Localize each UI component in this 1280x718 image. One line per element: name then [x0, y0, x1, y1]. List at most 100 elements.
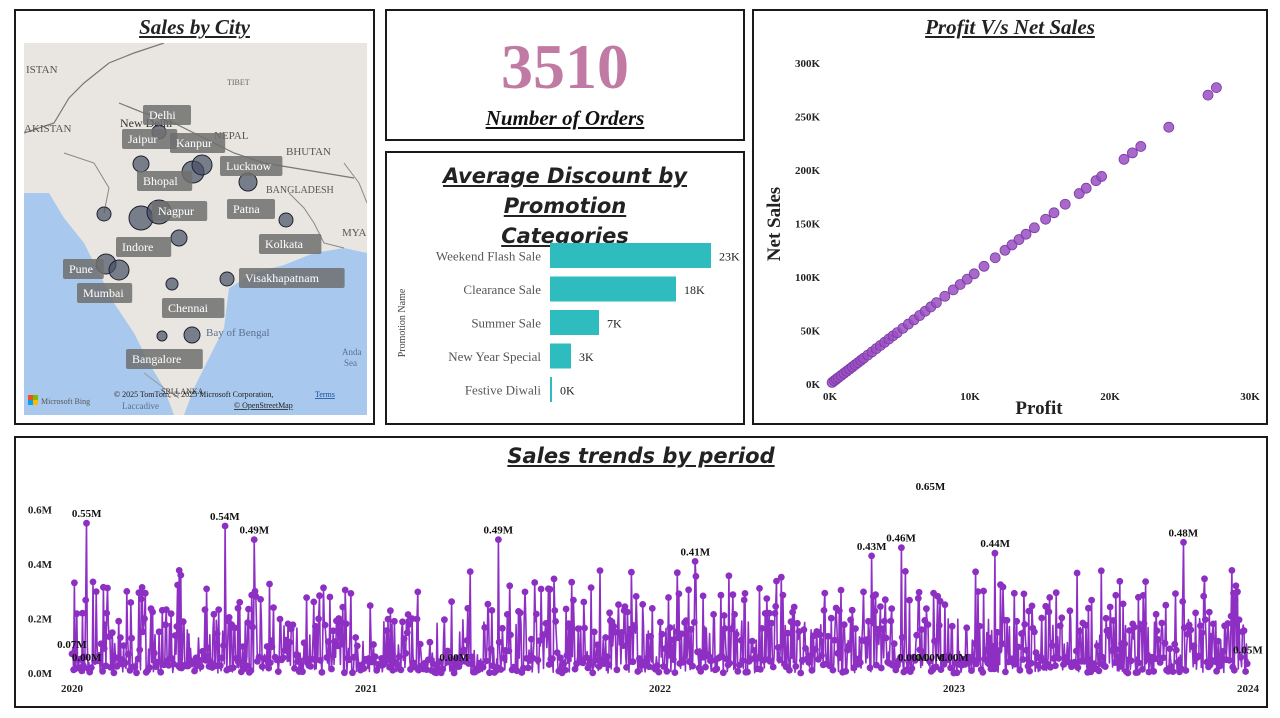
series-point — [1192, 609, 1199, 617]
series-point — [691, 558, 699, 565]
series-point — [772, 603, 780, 610]
series-point — [258, 663, 266, 670]
series-point — [995, 647, 1003, 655]
y-tick-label: 250K — [795, 112, 821, 124]
city-bubble[interactable] — [278, 212, 294, 228]
series-point — [92, 588, 100, 595]
series-point — [112, 654, 119, 662]
city-label: Kolkata — [265, 237, 304, 251]
city-bubble[interactable] — [165, 277, 179, 291]
city-label: Patna — [233, 202, 260, 216]
city-label-bg — [239, 268, 345, 288]
series-point — [391, 617, 398, 625]
series-point — [550, 575, 558, 583]
terms-link[interactable]: Terms — [315, 390, 335, 399]
series-point — [506, 582, 514, 590]
series-point — [321, 621, 329, 629]
scatter-point — [1059, 198, 1071, 210]
scatter-point — [1040, 213, 1052, 225]
series-point — [141, 589, 149, 597]
series-point — [1021, 621, 1029, 628]
series-point — [1113, 646, 1120, 653]
series-point — [1018, 630, 1025, 637]
series-point — [729, 591, 737, 599]
series-point — [96, 652, 103, 659]
city-label-bg — [227, 199, 275, 219]
series-point — [690, 618, 698, 626]
y-tick-label: 0.0M — [28, 668, 53, 680]
city-bubble[interactable] — [96, 206, 112, 222]
scatter-point — [930, 297, 942, 309]
profit-net-sales-scatter: 0K 50K 100K 150K 200K 250K 300K 0K 10K 20K 30K Prof… — [764, 58, 1260, 419]
series-point — [1014, 643, 1022, 651]
series-point — [1124, 669, 1132, 677]
series-point — [777, 573, 785, 581]
series-point — [748, 637, 756, 645]
series-point — [905, 658, 913, 665]
series-point — [1187, 626, 1195, 634]
x-tick-label: 0K — [823, 391, 838, 403]
city-bubble[interactable] — [108, 259, 130, 281]
series-point — [570, 596, 577, 604]
series-point — [245, 605, 252, 613]
series-point — [848, 606, 856, 614]
series-point — [239, 643, 247, 650]
series-point — [110, 669, 118, 677]
series-point — [266, 580, 273, 588]
city-bubble[interactable] — [183, 326, 201, 344]
osm-link[interactable]: © OpenStreetMap — [234, 401, 293, 410]
series-point — [1042, 602, 1050, 610]
series-point — [1081, 658, 1088, 665]
city-map[interactable]: ISTAN AKISTAN TIBET NEPAL BHUTAN BANGLAD… — [24, 43, 367, 415]
series-point — [1237, 653, 1245, 661]
series-point — [974, 588, 982, 595]
series-point — [811, 646, 819, 653]
series-point — [982, 646, 990, 654]
series-point — [937, 666, 945, 673]
series-point — [945, 652, 953, 659]
series-point — [173, 623, 181, 630]
series-point — [1052, 662, 1059, 670]
series-point — [1164, 668, 1172, 675]
series-point — [310, 598, 318, 606]
series-point — [914, 594, 922, 602]
series-point — [1106, 603, 1114, 611]
series-point — [545, 661, 553, 668]
city-bubble[interactable] — [191, 154, 213, 176]
city-label-bg — [116, 237, 172, 257]
series-point — [1034, 661, 1041, 669]
series-point — [286, 638, 293, 646]
series-point — [463, 637, 471, 644]
series-point — [694, 648, 701, 656]
series-point — [157, 668, 165, 676]
x-tick-label: 2020 — [61, 683, 84, 695]
y-tick-label: 200K — [795, 165, 821, 177]
series-point — [829, 666, 837, 674]
city-bubble[interactable] — [170, 229, 188, 247]
series-point — [918, 626, 925, 633]
series-point — [602, 634, 609, 641]
series-point — [303, 594, 310, 601]
series-point — [1114, 653, 1122, 660]
series-point — [179, 618, 187, 626]
series-point — [149, 608, 157, 616]
series-point — [500, 654, 508, 662]
series-point — [371, 653, 379, 660]
series-point — [697, 668, 705, 675]
series-point — [131, 663, 139, 671]
series-point — [692, 572, 700, 580]
series-point — [1201, 575, 1208, 583]
city-bubble[interactable] — [156, 330, 168, 342]
series-point — [924, 621, 932, 628]
series-point — [546, 585, 554, 593]
series-point — [647, 632, 655, 640]
series-point — [634, 668, 642, 675]
city-label-bg — [170, 133, 226, 153]
series-point — [266, 659, 274, 667]
city-bubble[interactable] — [219, 271, 235, 287]
city-bubble[interactable] — [132, 155, 150, 173]
series-point — [399, 618, 406, 626]
y-axis-title: Net Sales — [764, 187, 785, 261]
data-label: 0.49M — [239, 525, 269, 537]
series-point — [408, 615, 416, 623]
